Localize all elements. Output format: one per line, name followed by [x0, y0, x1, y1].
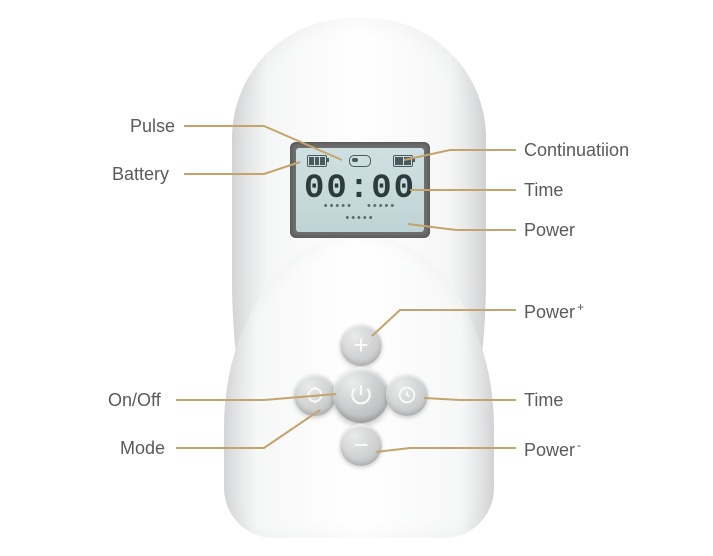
label-time-btn: Time	[524, 390, 563, 411]
mode-button[interactable]	[294, 374, 336, 416]
minus-icon	[350, 434, 372, 456]
clock-icon	[396, 384, 418, 406]
diagram-stage: 00:00 ••••••••••••••• Pulse Battery On/O…	[0, 0, 713, 556]
lcd-power-dots: •••••••••••••••	[296, 200, 424, 224]
label-onoff: On/Off	[108, 390, 161, 411]
label-power-minus: Power-	[524, 438, 581, 461]
continuation-icon	[393, 155, 413, 167]
label-mode: Mode	[120, 438, 165, 459]
label-power-lcd: Power	[524, 220, 575, 241]
label-battery: Battery	[112, 164, 169, 185]
lcd-top-icons	[296, 154, 424, 168]
label-power-plus: Power+	[524, 300, 584, 323]
time-button[interactable]	[386, 374, 428, 416]
power-minus-button[interactable]	[340, 424, 382, 466]
pulse-icon	[349, 155, 371, 167]
label-continuation: Continuatiion	[524, 140, 629, 161]
power-button[interactable]	[333, 367, 389, 423]
lcd-frame: 00:00 •••••••••••••••	[290, 142, 430, 238]
label-time-lcd: Time	[524, 180, 563, 201]
power-icon	[348, 382, 374, 408]
power-plus-button[interactable]	[340, 324, 382, 366]
mode-icon	[304, 384, 326, 406]
label-pulse: Pulse	[130, 116, 175, 137]
plus-icon	[350, 334, 372, 356]
lcd-screen: 00:00 •••••••••••••••	[296, 148, 424, 232]
button-pad	[286, 320, 436, 470]
battery-icon	[307, 155, 327, 167]
